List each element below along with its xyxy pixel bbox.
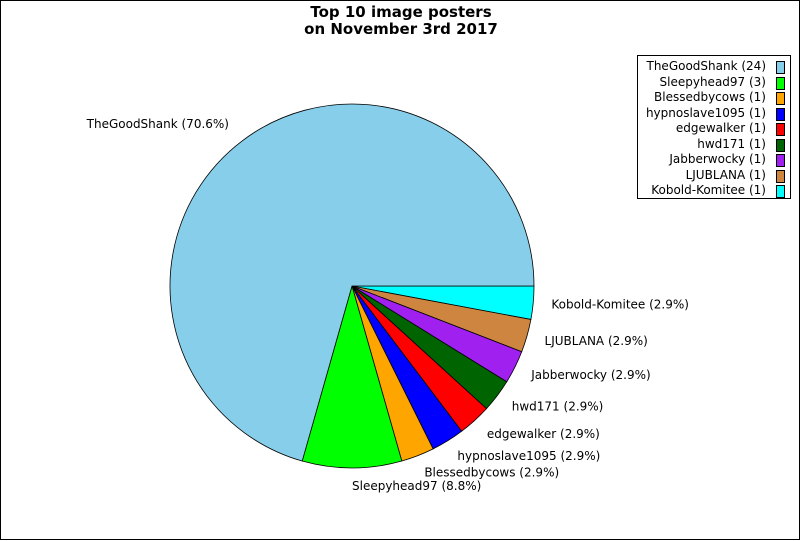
legend-swatch [776,169,785,183]
legend-label: Jabberwocky (1) [669,152,766,166]
legend-label: edgewalker (1) [675,121,766,135]
legend-entry-hypnoslave1095: hypnoslave1095 (1) [638,106,790,122]
legend-swatch [776,138,785,152]
legend-label: LJUBLANA (1) [685,167,766,182]
legend-entry-ljublana: LJUBLANA (1) [638,168,790,184]
chart-title: Top 10 image posters on November 3rd 201… [304,3,498,38]
legend-swatch [776,92,785,105]
slice-label-ljublana: LJUBLANA (2.9%) [545,334,648,348]
legend-swatch [776,185,785,198]
pie-slice-thegoodshank [169,103,535,462]
legend-label: hypnoslave1095 (1) [645,105,766,120]
legend-label: TheGoodShank (24) [646,59,767,73]
legend-entry-sleepyhead97: Sleepyhead97 (3) [638,75,790,91]
legend-swatch [776,154,785,167]
legend-entry-edgewalker: edgewalker (1) [638,121,790,137]
slice-label-hypnoslave1095: hypnoslave1095 (2.9%) [457,449,600,463]
legend-entry-kobold-komitee: Kobold-Komitee (1) [638,183,790,199]
slice-label-blessedbycows: Blessedbycows (2.9%) [424,466,559,480]
slice-label-edgewalker: edgewalker (2.9%) [487,427,600,441]
legend-swatch [776,76,785,90]
legend-entry-thegoodshank: TheGoodShank (24) [638,59,790,75]
legend-entry-blessedbycows: Blessedbycows (1) [638,90,790,106]
legend-label: Blessedbycows (1) [654,90,766,104]
slice-label-kobold-komitee: Kobold-Komitee (2.9%) [551,297,689,311]
legend-entry-hwd171: hwd171 (1) [638,137,790,153]
legend-swatch [776,61,785,74]
legend-swatch [776,107,785,121]
legend: TheGoodShank (24) Sleepyhead97 (3) Blessed… [637,55,791,199]
legend-entry-jabberwocky: Jabberwocky (1) [638,152,790,168]
legend-label: Sleepyhead97 (3) [659,74,766,89]
pie-slice-sleepyhead97 [301,284,403,469]
legend-label: hwd171 (1) [697,136,766,151]
slice-label-sleepyhead97: Sleepyhead97 (8.8%) [352,479,481,493]
legend-swatch [776,123,785,136]
slice-label-hwd171: hwd171 (2.9%) [512,400,604,414]
legend-label: Kobold-Komitee (1) [651,183,766,197]
slice-label-thegoodshank: TheGoodShank (70.6%) [86,117,229,131]
slice-label-jabberwocky: Jabberwocky (2.9%) [530,368,650,382]
